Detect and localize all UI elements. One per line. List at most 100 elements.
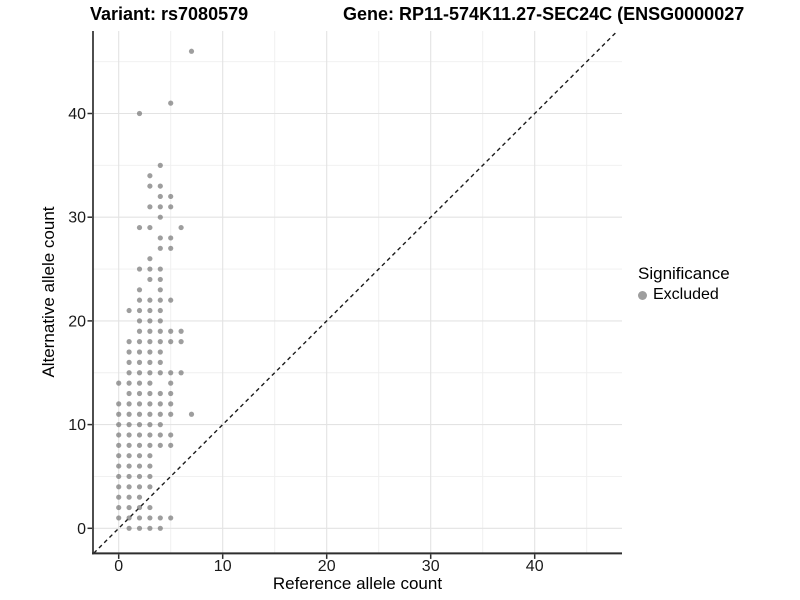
data-point <box>136 224 143 231</box>
data-point <box>168 390 174 397</box>
data-point <box>136 318 143 324</box>
y-axis-title: Alternative allele count <box>39 206 58 378</box>
data-point <box>168 411 174 417</box>
data-point <box>147 204 153 210</box>
data-point <box>168 204 174 210</box>
data-point <box>168 442 174 448</box>
y-tick-label: 20 <box>68 313 86 330</box>
data-point <box>147 266 153 272</box>
data-point <box>157 297 163 303</box>
data-point <box>136 380 143 386</box>
data-point <box>126 515 132 521</box>
data-point <box>136 411 143 417</box>
data-point <box>136 401 143 407</box>
data-point <box>116 494 122 500</box>
data-point <box>157 401 163 407</box>
data-point <box>188 411 195 417</box>
data-point <box>157 276 163 283</box>
data-point <box>136 266 143 272</box>
data-point <box>147 318 153 324</box>
data-point <box>126 484 132 490</box>
data-point <box>136 307 143 314</box>
data-point <box>126 411 132 417</box>
data-point <box>157 349 163 355</box>
data-point <box>147 349 153 355</box>
data-point <box>116 432 122 438</box>
data-point <box>157 422 163 428</box>
data-point <box>157 370 163 376</box>
data-point <box>157 390 163 397</box>
data-point <box>157 318 163 324</box>
data-point <box>116 504 122 511</box>
data-point <box>178 224 184 231</box>
data-point <box>168 328 174 334</box>
data-point <box>168 432 174 438</box>
data-point <box>116 422 122 428</box>
x-tick-label: 20 <box>318 558 336 575</box>
data-point <box>136 515 143 521</box>
data-point <box>147 339 153 345</box>
data-point <box>126 359 132 365</box>
data-point <box>147 515 153 521</box>
y-tick-label: 0 <box>77 521 86 538</box>
data-point <box>136 370 143 376</box>
data-point <box>126 463 132 469</box>
data-point <box>147 359 153 365</box>
data-point <box>136 453 143 459</box>
data-point <box>147 297 153 303</box>
data-point <box>168 380 174 386</box>
data-point <box>157 359 163 365</box>
data-point <box>168 235 174 241</box>
data-point <box>147 390 153 397</box>
data-point <box>157 339 163 345</box>
y-tick-label: 40 <box>68 106 86 123</box>
data-point <box>136 432 143 438</box>
data-point <box>147 432 153 438</box>
data-point <box>157 204 163 210</box>
data-point <box>116 473 122 480</box>
data-point <box>157 442 163 448</box>
data-point <box>126 453 132 459</box>
data-point <box>178 328 184 334</box>
data-point <box>157 328 163 334</box>
data-point <box>147 224 153 231</box>
data-point <box>126 473 132 480</box>
data-point <box>147 256 153 262</box>
data-point <box>147 453 153 459</box>
data-point <box>168 370 174 376</box>
data-point <box>147 276 153 283</box>
data-point <box>126 494 132 500</box>
legend-item-excluded: Excluded <box>638 286 730 304</box>
data-point <box>136 484 143 490</box>
data-point <box>178 339 184 345</box>
data-point <box>168 245 174 251</box>
data-point <box>168 297 174 303</box>
data-point <box>168 339 174 345</box>
data-point <box>147 183 153 189</box>
data-point <box>147 411 153 417</box>
data-point <box>126 432 132 438</box>
data-point <box>136 339 143 345</box>
y-tick-label: 30 <box>68 210 86 227</box>
data-point <box>126 390 132 397</box>
legend-title: Significance <box>638 264 730 283</box>
data-point <box>136 287 143 293</box>
data-point <box>147 370 153 376</box>
data-point <box>147 173 153 179</box>
data-point <box>136 473 143 480</box>
data-point <box>147 422 153 428</box>
x-tick-label: 0 <box>114 558 123 575</box>
data-point <box>136 442 143 448</box>
data-point <box>147 328 153 334</box>
data-point <box>168 193 174 200</box>
data-point <box>147 504 153 511</box>
data-point <box>136 110 143 117</box>
data-point <box>116 401 122 407</box>
data-point <box>147 525 153 531</box>
data-point <box>147 442 153 448</box>
data-point <box>157 515 163 521</box>
data-point <box>147 463 153 469</box>
data-point <box>157 287 163 293</box>
